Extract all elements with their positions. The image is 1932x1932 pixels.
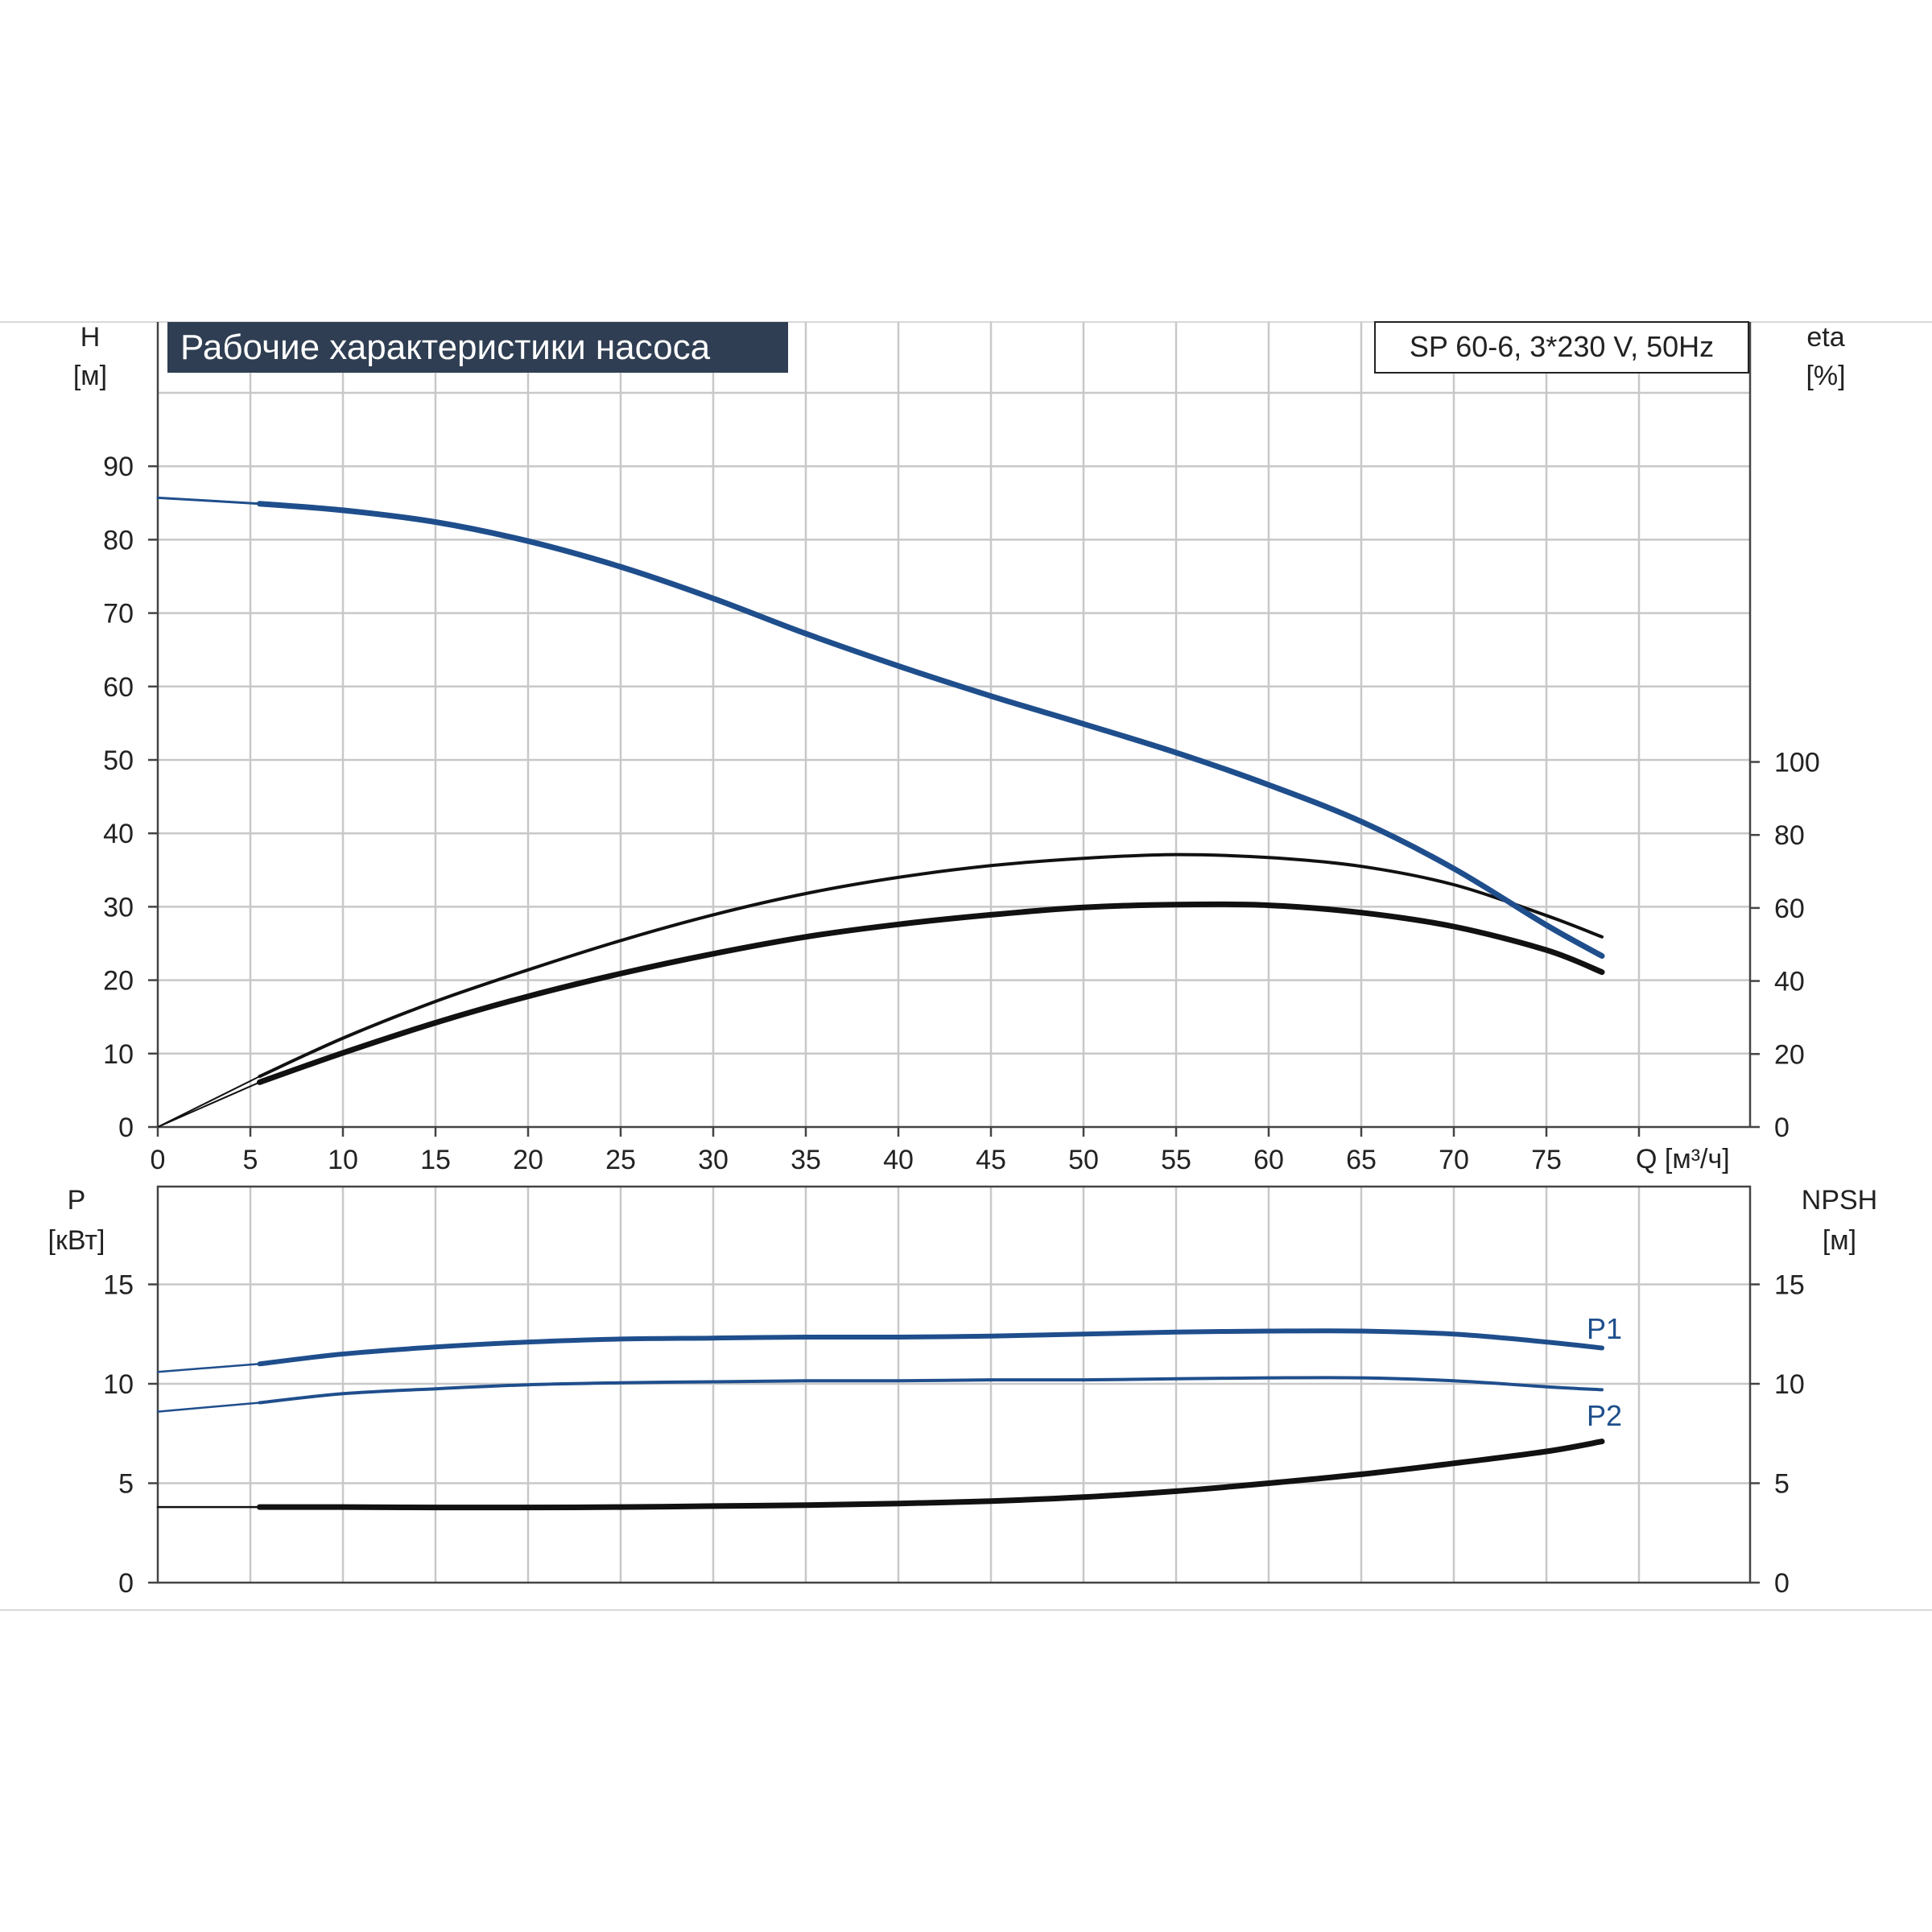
x-tick-label: 15: [420, 1145, 451, 1175]
model-label: SP 60-6, 3*230 V, 50Hz: [1410, 330, 1714, 363]
p2-curve-extension: [156, 1402, 261, 1413]
x-tick-label: 70: [1439, 1145, 1469, 1175]
x-tick-label: 75: [1531, 1145, 1562, 1175]
y-tick-label-left: 20: [103, 966, 134, 997]
npsh-axis-unit: [м]: [1823, 1225, 1856, 1256]
p2-curve: [258, 1376, 1604, 1405]
x-tick-label: 45: [976, 1145, 1006, 1175]
q-axis-label: Q [м³/ч]: [1636, 1144, 1730, 1174]
x-tick-label: 40: [883, 1145, 914, 1175]
y-tick-label-left: 40: [103, 819, 134, 849]
y-tick-label-right: 100: [1774, 748, 1820, 778]
x-tick-label: 35: [791, 1145, 821, 1175]
npsh-curve: [257, 1439, 1605, 1511]
upper-grid: [156, 322, 1752, 1129]
y-tick-label-left: 70: [103, 599, 134, 630]
p-axis-label: P: [68, 1185, 86, 1216]
x-tick-label: 0: [151, 1145, 166, 1175]
x-tick-label: 65: [1346, 1145, 1377, 1175]
title-box: [167, 322, 788, 373]
y-tick-label-right: 0: [1774, 1568, 1790, 1599]
y-tick-label-left: 90: [103, 452, 134, 482]
y-tick-label-left: 15: [103, 1270, 134, 1301]
y-tick-label-right: 80: [1774, 820, 1805, 851]
y-tick-label-right: 40: [1774, 967, 1805, 997]
p2-series-label: P2: [1587, 1399, 1622, 1432]
chart-title: Рабочие характеристики насоса: [180, 328, 711, 367]
eta-curve: [257, 901, 1605, 1085]
y-tick-label-left: 60: [103, 672, 134, 703]
x-tick-label: 10: [328, 1145, 358, 1175]
y-tick-label-left: 0: [118, 1568, 134, 1599]
y-tick-label-right: 15: [1774, 1270, 1805, 1301]
x-tick-label: 30: [698, 1145, 729, 1175]
y-tick-label-right: 0: [1774, 1113, 1790, 1143]
upper-series: [156, 496, 1605, 1128]
p1-curve-extension: [156, 1363, 261, 1373]
p1-series-label: P1: [1587, 1312, 1622, 1345]
x-tick-label: 60: [1253, 1145, 1284, 1175]
x-tick-label: 20: [513, 1145, 543, 1175]
x-tick-label: 50: [1068, 1145, 1099, 1175]
y-tick-label-left: 5: [118, 1469, 134, 1500]
y-tick-label-left: 10: [103, 1039, 134, 1070]
h-axis-label: H: [80, 322, 101, 353]
npsh-axis-label: NPSH: [1802, 1185, 1877, 1216]
eta-axis-unit: [%]: [1806, 361, 1845, 391]
x-tick-label: 25: [605, 1145, 636, 1175]
eta-total-curve: [258, 852, 1604, 1079]
eta-curve-extension: [157, 1081, 261, 1128]
eta-axis-label: eta: [1806, 322, 1844, 353]
head-curve: [257, 501, 1605, 959]
y-tick-label-right: 5: [1774, 1469, 1790, 1500]
x-tick-label: 55: [1161, 1145, 1191, 1175]
y-tick-label-left: 0: [118, 1113, 134, 1143]
y-tick-label-left: 10: [103, 1369, 134, 1400]
head-curve-extension: [156, 496, 261, 506]
p-axis-unit: [кВт]: [48, 1225, 105, 1256]
y-tick-label-left: 50: [103, 745, 134, 776]
p1-curve: [257, 1328, 1604, 1367]
y-tick-label-left: 30: [103, 892, 134, 923]
y-tick-label-right: 60: [1774, 894, 1805, 924]
h-axis-unit: [м]: [73, 361, 107, 391]
model-box: [1374, 321, 1749, 374]
y-tick-label-left: 80: [103, 525, 134, 555]
y-tick-label-right: 20: [1774, 1039, 1805, 1070]
y-tick-label-right: 10: [1774, 1369, 1805, 1400]
lower-series: [156, 1328, 1605, 1511]
x-tick-label: 5: [243, 1145, 258, 1175]
